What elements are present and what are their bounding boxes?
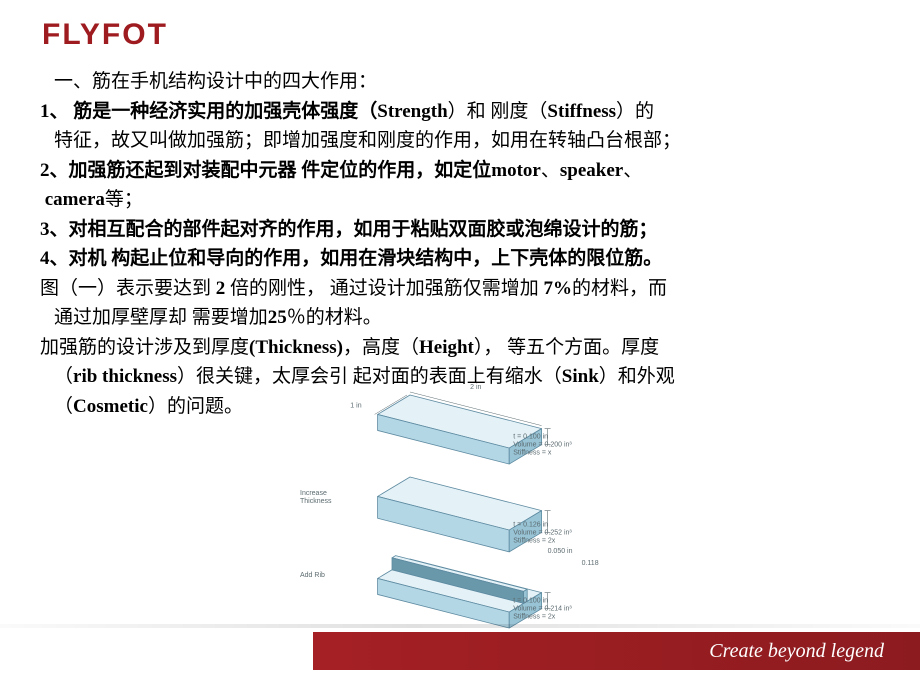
fig-line-1: 图（一）表示要达到 2 倍的刚性， 通过设计加强筋仅需增加 7%的材料，而 [40, 275, 880, 303]
svg-text:Volume = 0.214 in³: Volume = 0.214 in³ [513, 605, 572, 612]
slide: FLYFOT 一、筋在手机结构设计中的四大作用： 1、 筋是一种经济实用的加强壳… [0, 0, 920, 690]
fig-line-2: 通过加厚壁厚却 需要增加25％的材料。 [40, 304, 880, 332]
svg-text:Volume = 0.252 in³: Volume = 0.252 in³ [513, 529, 572, 536]
num-1: 1、 筋是一种经济实用的加强壳体强度（ [40, 101, 377, 122]
svg-text:2 in: 2 in [470, 384, 481, 391]
term-cosmetic: Cosmetic [73, 396, 148, 417]
rib-diagram-svg: t = 0.100 inVolume = 0.200 in³Stiffness … [280, 375, 600, 635]
para-4: 4、对机 构起止位和导向的作用，如用在滑块结构中，上下壳体的限位筋。 [40, 245, 880, 273]
svg-text:0.050 in: 0.050 in [548, 548, 573, 555]
term-camera: camera [45, 189, 105, 210]
svg-text:t = 0.100 in: t = 0.100 in [513, 433, 548, 440]
svg-text:Stiffness = x: Stiffness = x [513, 449, 552, 456]
num-4: 4、对机 构起止位和导向的作用，如用在滑块结构中，上下壳体的限位筋。 [40, 248, 662, 269]
heading: 一、筋在手机结构设计中的四大作用： [40, 68, 880, 96]
svg-text:t = 0.100 in: t = 0.100 in [513, 597, 548, 604]
term-stiffness: Stiffness [547, 101, 616, 122]
term-speaker: speaker [560, 160, 623, 181]
footer-text: Create beyond legend [709, 640, 884, 663]
term-rib-thickness: rib thickness [73, 366, 177, 387]
rib-diagram: t = 0.100 inVolume = 0.200 in³Stiffness … [280, 375, 600, 640]
svg-text:1 in: 1 in [350, 403, 361, 410]
para-1-line-1: 1、 筋是一种经济实用的加强壳体强度（Strength）和 刚度（Stiffne… [40, 98, 880, 126]
svg-text:Increase: Increase [300, 490, 327, 497]
footer-divider [0, 624, 920, 628]
term-thickness: (Thickness) [249, 337, 343, 358]
svg-text:Add Rib: Add Rib [300, 572, 325, 579]
svg-text:Thickness: Thickness [300, 498, 332, 505]
num-2: 2、加强筋还起到对装配中元器 件定位的作用，如定位 [40, 160, 491, 181]
para-2-line-2: camera等； [40, 186, 880, 214]
term-motor: motor [491, 160, 541, 181]
svg-text:t = 0.126 in: t = 0.126 in [513, 521, 548, 528]
num-3: 3、对相互配合的部件起对齐的作用，如用于粘贴双面胶或泡绵设计的筋； [40, 219, 658, 240]
para-3: 3、对相互配合的部件起对齐的作用，如用于粘贴双面胶或泡绵设计的筋； [40, 216, 880, 244]
footer-bar: Create beyond legend [313, 632, 920, 670]
para-1-line-2: 特征，故又叫做加强筋；即增加强度和刚度的作用，如用在转轴凸台根部； [40, 127, 880, 155]
svg-text:Stiffness = 2x: Stiffness = 2x [513, 613, 556, 620]
logo: FLYFOT [42, 18, 168, 52]
term-height: Height [419, 337, 474, 358]
body-text: 一、筋在手机结构设计中的四大作用： 1、 筋是一种经济实用的加强壳体强度（Str… [40, 68, 880, 423]
para-2-line-1: 2、加强筋还起到对装配中元器 件定位的作用，如定位motor、speaker、 [40, 157, 880, 185]
design-line-1: 加强筋的设计涉及到厚度(Thickness)，高度（Height）， 等五个方面… [40, 334, 880, 362]
svg-text:0.118 in: 0.118 in [582, 560, 600, 567]
svg-text:Volume = 0.200 in³: Volume = 0.200 in³ [513, 441, 572, 448]
svg-text:Stiffness = 2x: Stiffness = 2x [513, 537, 556, 544]
term-strength: Strength [377, 101, 447, 122]
